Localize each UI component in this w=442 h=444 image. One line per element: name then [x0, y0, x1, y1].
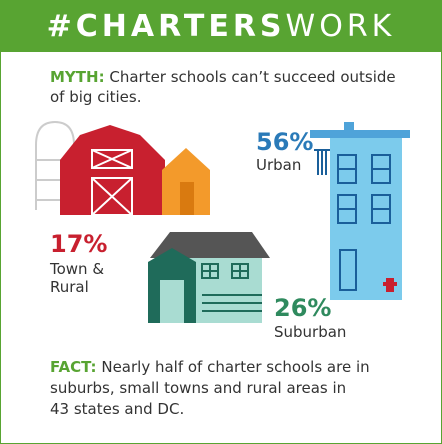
- house: [148, 232, 270, 323]
- barn: [60, 125, 165, 216]
- urban-label: Urban: [256, 156, 301, 174]
- title-light: WORK: [286, 9, 396, 44]
- town-rural-percent: 17%: [50, 230, 107, 258]
- header-title: #CHARTERSWORK: [47, 9, 396, 44]
- suburban-percent: 26%: [274, 294, 331, 322]
- fact-text: Nearly half of charter schools are in: [101, 358, 369, 376]
- header-band: [0, 0, 442, 52]
- building: [310, 122, 410, 300]
- town-rural-label: Town &: [49, 260, 104, 278]
- fact-line: FACT: Nearly half of charter schools are…: [50, 358, 370, 376]
- myth-text: of big cities.: [50, 88, 141, 106]
- myth-line: MYTH: Charter schools can’t succeed outs…: [50, 68, 396, 86]
- fact-text: 43 states and DC.: [50, 400, 184, 418]
- shed: [162, 148, 210, 215]
- suburban-label: Suburban: [274, 323, 346, 341]
- myth-text: Charter schools can’t succeed outside: [109, 68, 395, 86]
- fact-label: FACT:: [50, 358, 97, 376]
- town-rural-label: Rural: [50, 278, 89, 296]
- myth-label: MYTH:: [50, 68, 105, 86]
- hydrant: [383, 278, 397, 292]
- urban-percent: 56%: [256, 128, 313, 156]
- title-bold: #CHARTERS: [47, 9, 286, 44]
- fact-text: suburbs, small towns and rural areas in: [50, 379, 346, 397]
